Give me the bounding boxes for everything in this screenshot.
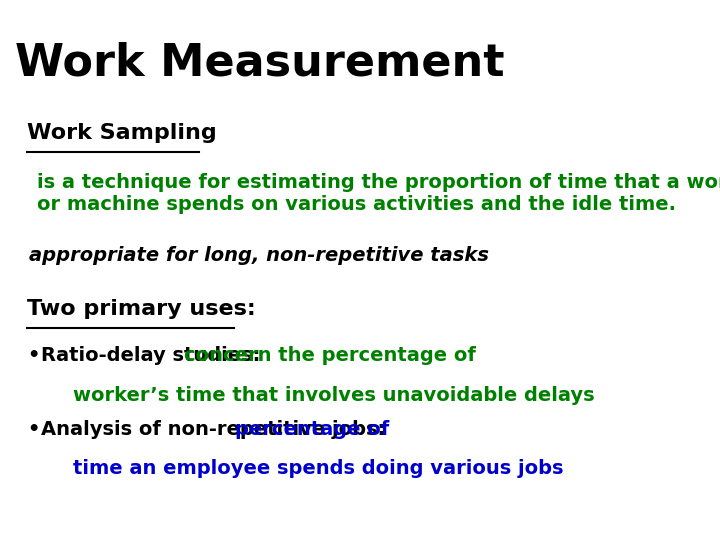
Text: is a technique for estimating the proportion of time that a worker
or machine sp: is a technique for estimating the propor… (37, 173, 720, 214)
Text: percentage of: percentage of (235, 420, 389, 439)
Text: Ratio-delay studies:: Ratio-delay studies: (41, 346, 267, 365)
Text: worker’s time that involves unavoidable delays: worker’s time that involves unavoidable … (73, 386, 594, 405)
Text: •: • (27, 346, 40, 365)
Text: time an employee spends doing various jobs: time an employee spends doing various jo… (73, 460, 563, 478)
Text: Work Measurement: Work Measurement (14, 41, 504, 84)
Text: Work Sampling: Work Sampling (27, 123, 217, 143)
Text: •: • (27, 420, 40, 439)
Text: appropriate for long, non-repetitive tasks: appropriate for long, non-repetitive tas… (30, 246, 490, 265)
Text: Two primary uses:: Two primary uses: (27, 299, 256, 319)
Text: Analysis of non-repetitive jobs:: Analysis of non-repetitive jobs: (41, 420, 392, 439)
Text: concern the percentage of: concern the percentage of (184, 346, 476, 365)
